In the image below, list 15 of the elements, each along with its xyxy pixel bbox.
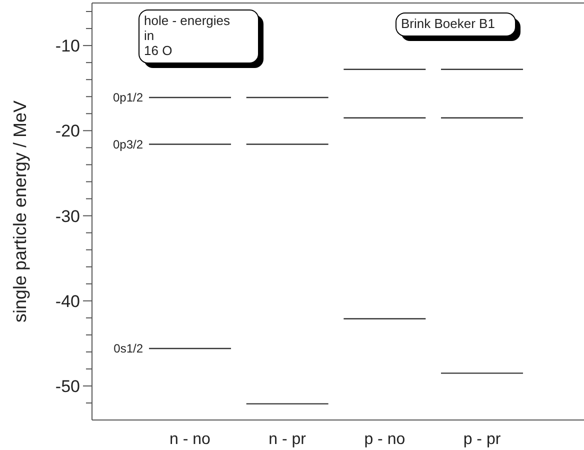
y-tick-label: -10 — [55, 36, 80, 56]
y-tick-label: -50 — [55, 376, 80, 396]
y-tick-label: -30 — [55, 206, 80, 226]
annotation: Brink Boeker B1 — [401, 16, 495, 31]
series-label: 0p3/2 — [112, 137, 144, 152]
x-tick-label: p - pr — [463, 431, 502, 448]
y-tick-label: -40 — [55, 292, 80, 311]
x-tick-label: n - no — [170, 431, 211, 448]
series-label: 0s1/2 — [114, 342, 144, 356]
annotation: hole - energies in 16 O — [144, 13, 230, 58]
series-label: 0p1/2 — [112, 90, 144, 104]
x-tick-label: n - pr — [268, 431, 307, 448]
y-axis-title: single particle energy / MeV — [10, 100, 30, 323]
y-tick-label: -20 — [55, 122, 80, 141]
x-tick-label: p - no — [364, 431, 406, 448]
